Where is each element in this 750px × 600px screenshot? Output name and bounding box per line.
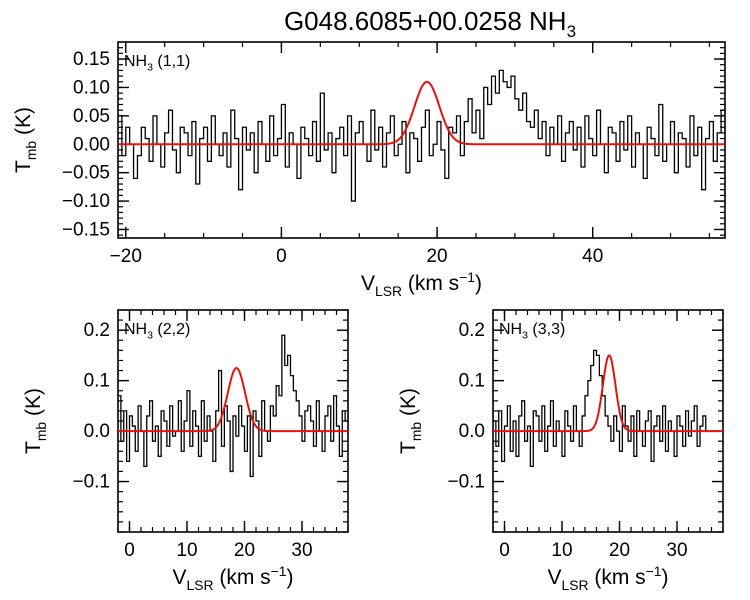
panel-label: NH3 (1,1)	[124, 53, 190, 73]
x-axis-label-sup: −1	[459, 269, 475, 285]
spectrum-series	[493, 349, 709, 468]
panel-label-sub: 3	[147, 61, 153, 73]
x-axis-label-main: V	[548, 566, 562, 589]
panel-label-rest: (1,1)	[153, 53, 190, 70]
x-tick-label: 0	[499, 540, 510, 561]
x-axis-label-sub: LSR	[375, 283, 402, 299]
plot-frame	[117, 41, 726, 239]
x-axis-label-sub: LSR	[562, 577, 589, 593]
y-tick-label: 0.0	[459, 421, 485, 442]
spectrum-series	[118, 334, 348, 478]
panel-p11: −20 0 20 40 −0.15 −0.10 −0.05 0.00 0.05 0.10 0.15 N…	[12, 41, 726, 299]
y-tick-label: −0.1	[72, 472, 110, 493]
x-tick-label: 20	[234, 540, 255, 561]
panel-label-rest: (3,3)	[528, 321, 565, 338]
y-tick-label: 0.10	[73, 77, 110, 98]
panel-label: NH3 (2,2)	[124, 321, 190, 341]
panel-label-rest: (2,2)	[153, 321, 190, 338]
x-tick-label: 20	[426, 246, 447, 267]
y-axis-label: Tmb (K)	[397, 388, 424, 454]
x-axis-label-sup: −1	[646, 563, 662, 579]
y-axis-label-main: T	[22, 441, 45, 454]
x-axis-label: VLSR (km s−1)	[548, 563, 669, 593]
x-tick-label: 40	[582, 246, 603, 267]
panel-label-sub: 3	[522, 329, 528, 341]
y-tick-label: 0.0	[84, 421, 110, 442]
panel-p33: 0 10 20 30 −0.1 0.0 0.1 0.2 NH3 (3,3) VLSR (km s−…	[397, 309, 724, 593]
x-axis-label-rest: (km s	[214, 566, 271, 589]
x-axis-label-end: )	[286, 566, 293, 589]
x-axis-label-sub: LSR	[187, 577, 214, 593]
x-tick-label: 30	[291, 540, 312, 561]
panel-p22: 0 10 20 30 −0.1 0.0 0.1 0.2 NH3 (2,2) VLSR (km s−…	[22, 309, 349, 593]
y-axis-label-sub: mb	[33, 422, 49, 442]
panel-label-main: NH	[124, 53, 147, 70]
x-tick-label: 30	[666, 540, 687, 561]
x-axis-label: VLSR (km s−1)	[173, 563, 294, 593]
y-axis-label-rest: (K)	[12, 107, 35, 141]
gaussian-fit-series	[493, 354, 723, 433]
x-axis-label-rest: (km s	[589, 566, 646, 589]
y-axis-label-main: T	[397, 441, 420, 454]
spectrum-series	[118, 69, 725, 202]
y-tick-label: 0.1	[459, 371, 485, 392]
x-axis-label-sup: −1	[271, 563, 287, 579]
panel-label-main: NH	[124, 321, 147, 338]
x-axis-label-rest: (km s	[402, 272, 459, 295]
x-tick-label: 20	[609, 540, 630, 561]
y-tick-label: −0.15	[62, 219, 110, 240]
x-tick-label: 10	[176, 540, 197, 561]
y-axis-label-sub: mb	[23, 141, 39, 161]
panel-label-main: NH	[499, 321, 522, 338]
gaussian-fit-series	[118, 80, 725, 146]
x-tick-label: −20	[110, 246, 142, 267]
x-axis-label-end: )	[475, 272, 482, 295]
y-axis-label-rest: (K)	[22, 388, 45, 422]
x-tick-label: 0	[124, 540, 135, 561]
y-tick-label: −0.05	[62, 163, 110, 184]
y-axis-label: Tmb (K)	[22, 388, 49, 454]
y-axis-label-rest: (K)	[397, 388, 420, 422]
x-axis-label-main: V	[173, 566, 187, 589]
y-tick-label: 0.1	[84, 371, 110, 392]
y-axis-label-main: T	[12, 160, 35, 173]
panel-label-sub: 3	[147, 329, 153, 341]
x-axis-label: VLSR (km s−1)	[361, 269, 482, 299]
y-tick-label: 0.05	[73, 106, 110, 127]
y-axis-label-sub: mb	[408, 422, 424, 442]
y-axis-label: Tmb (K)	[12, 107, 39, 173]
x-axis-label-end: )	[661, 566, 668, 589]
y-tick-label: −0.1	[447, 472, 485, 493]
y-tick-label: 0.00	[73, 134, 110, 155]
y-tick-label: 0.15	[73, 49, 110, 70]
x-tick-label: 0	[276, 246, 287, 267]
gaussian-fit-series	[118, 366, 348, 433]
panel-label: NH3 (3,3)	[499, 321, 565, 341]
y-tick-label: −0.10	[62, 191, 110, 212]
y-tick-label: 0.2	[84, 320, 110, 341]
figure-title: G048.6085+00.0258 NH3	[284, 6, 576, 41]
x-tick-label: 10	[551, 540, 572, 561]
x-axis-label-main: V	[361, 272, 375, 295]
y-tick-label: 0.2	[459, 320, 485, 341]
